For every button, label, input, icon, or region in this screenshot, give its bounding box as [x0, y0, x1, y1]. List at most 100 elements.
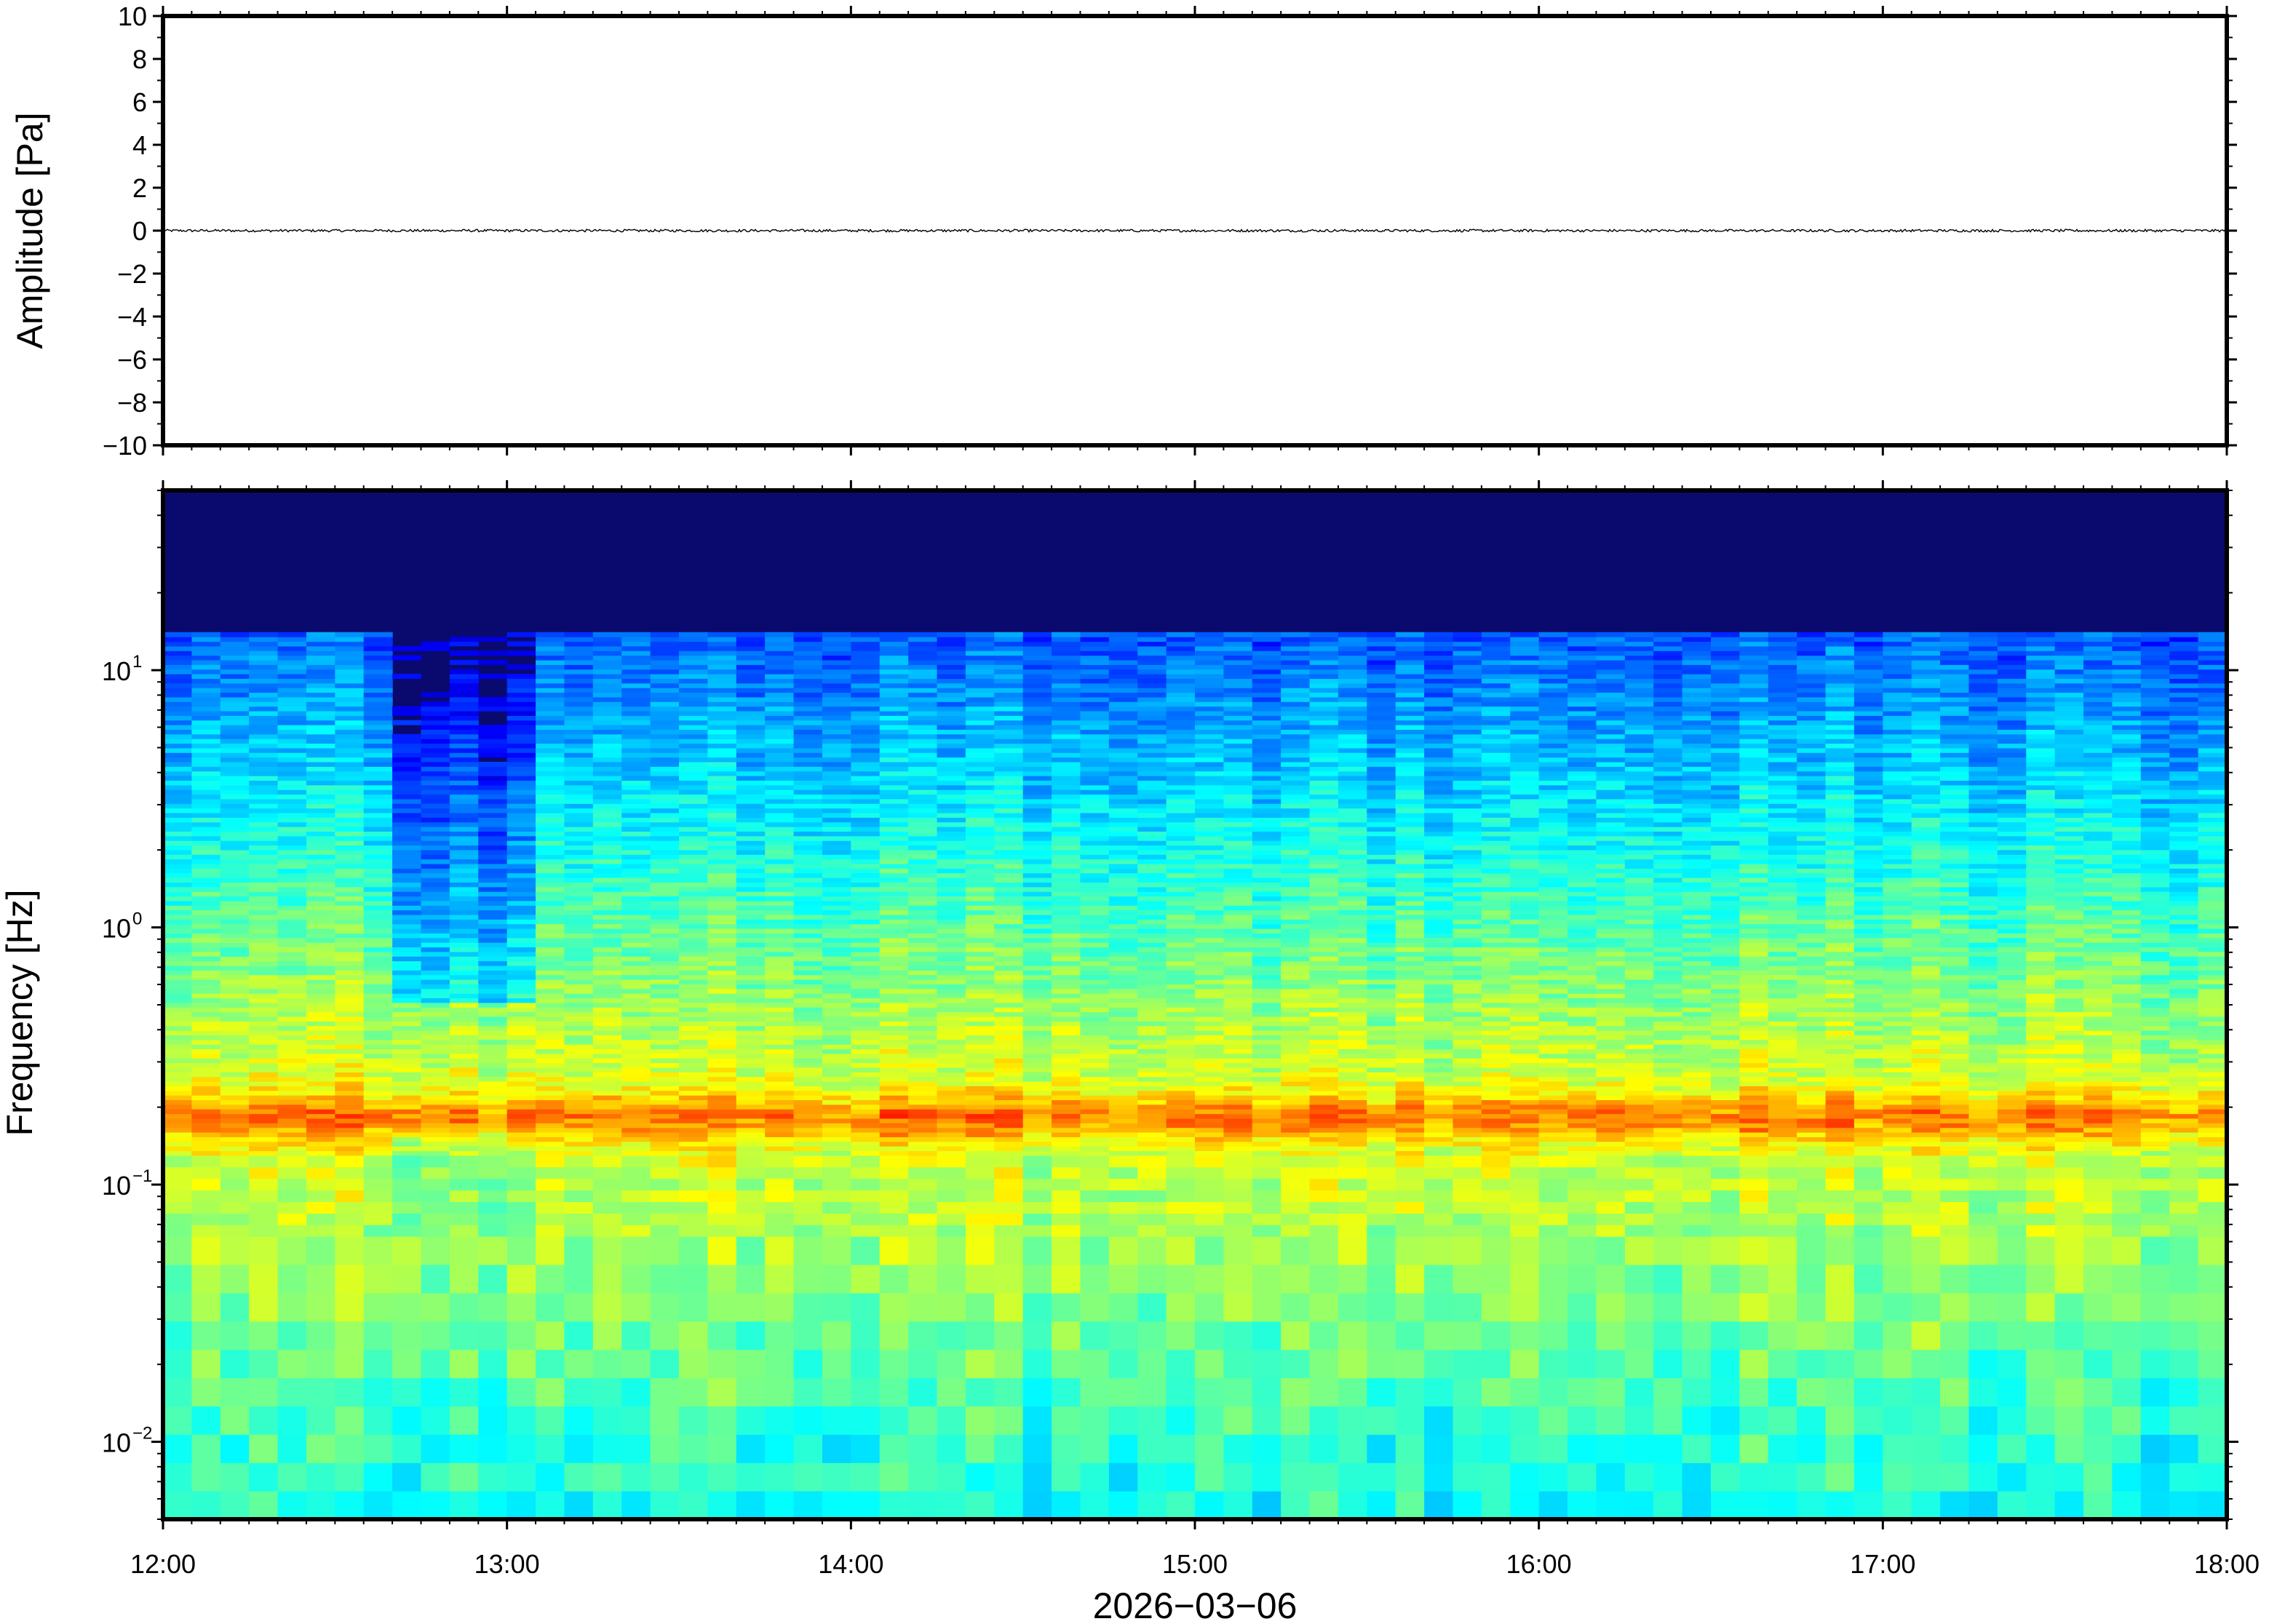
spectrogram-cell [478, 776, 508, 781]
spectrogram-cell [1022, 1007, 1052, 1013]
spectrogram-cell [306, 1141, 335, 1147]
spectrogram-cell [679, 812, 708, 818]
spectrogram-cell [449, 835, 479, 841]
spectrogram-cell [1137, 951, 1167, 957]
spectrogram-cell [506, 789, 536, 795]
spectrogram-cell [478, 784, 508, 790]
spectrogram-cell [736, 1053, 766, 1059]
spectrogram-cell [994, 1076, 1024, 1082]
spectrogram-cell [592, 1201, 622, 1214]
spectrogram-cell [1195, 641, 1224, 647]
spectrogram-cell [1052, 729, 1081, 735]
spectrogram-cell [937, 1137, 966, 1142]
spectrogram-cell [736, 947, 766, 952]
spectrogram-cell [449, 951, 479, 957]
spectrogram-cell [908, 696, 938, 702]
spectrogram-cell [1080, 1127, 1110, 1133]
spectrogram-cell [650, 780, 680, 786]
spectrogram-cell [220, 900, 250, 906]
spectrogram-cell [879, 1113, 909, 1119]
spectrogram-cell [1080, 1109, 1110, 1115]
spectrogram-cell [1166, 794, 1196, 800]
spectrogram-cell [506, 988, 536, 994]
spectrogram-cell [793, 1113, 823, 1119]
spectrogram-cell [478, 1377, 508, 1407]
spectrogram-cell [1022, 784, 1052, 790]
spectrogram-cell [220, 1016, 250, 1022]
spectrogram-cell [449, 928, 479, 934]
spectrogram-cell [478, 1090, 508, 1096]
spectrogram-cell [908, 1011, 938, 1017]
spectrogram-cell [191, 739, 221, 744]
spectrogram-cell [163, 747, 192, 753]
spectrogram-cell [965, 947, 995, 952]
spectrogram-cell [621, 715, 651, 721]
spectrogram-cell [191, 919, 221, 925]
spectrogram-cell [1022, 733, 1052, 739]
spectrogram-cell [478, 1086, 508, 1091]
spectrogram-cell [1166, 970, 1196, 976]
spectrogram-cell [592, 988, 622, 994]
spectrogram-cell [679, 1109, 708, 1115]
spectrogram-cell [220, 1044, 250, 1050]
spectrogram-cell [822, 641, 851, 647]
spectrogram-cell [822, 1349, 851, 1379]
spectrogram-cell [249, 1178, 279, 1191]
spectrogram-cell [994, 1137, 1024, 1142]
spectrogram-cell [679, 682, 708, 688]
spectrogram-cell [937, 1072, 966, 1078]
spectrogram-cell [363, 960, 393, 966]
spectrogram-cell [536, 706, 565, 712]
spectrogram-cell [335, 1201, 365, 1214]
spectrogram-cell [879, 1053, 909, 1059]
spectrogram-cell [707, 845, 737, 851]
spectrogram-cell [650, 733, 680, 739]
spectrogram-cell [851, 937, 881, 943]
spectrogram-cell [822, 821, 851, 827]
spectrogram-cell [449, 1007, 479, 1013]
spectrogram-cell [965, 637, 995, 642]
spectrogram-cell [478, 1146, 508, 1152]
spectrogram-cell [621, 951, 651, 957]
spectrogram-cell [679, 1104, 708, 1110]
spectrogram-cell [621, 743, 651, 749]
spectrogram-cell [335, 1406, 365, 1435]
spectrogram-cell [392, 1236, 422, 1265]
spectrogram-cell [478, 729, 508, 735]
spectrogram-cell [1195, 854, 1224, 860]
spectrogram-cell [421, 1462, 450, 1492]
spectrogram-cell [1195, 896, 1224, 901]
spectrogram-cell [1195, 1190, 1224, 1203]
spectrogram-cell [879, 956, 909, 962]
spectrogram-cell [191, 1072, 221, 1078]
spectrogram-cell [1223, 1113, 1253, 1119]
spectrogram-cell [421, 715, 450, 721]
spectrogram-cell [1166, 868, 1196, 874]
spectrogram-cell [421, 1086, 450, 1091]
spectrogram-cell [392, 1044, 422, 1050]
spectrogram-cell [621, 1178, 651, 1191]
spectrogram-cell [306, 1025, 335, 1031]
spectrogram-cell [1195, 1016, 1224, 1022]
spectrogram-cell [1080, 752, 1110, 758]
spectrogram-cell [277, 933, 307, 939]
spectrogram-cell [506, 863, 536, 869]
spectrogram-cell [1195, 1292, 1224, 1322]
spectrogram-cell [592, 933, 622, 939]
spectrogram-cell [1022, 669, 1052, 674]
spectrogram-cell [879, 803, 909, 809]
spectrogram-cell [536, 835, 565, 841]
spectrogram-cell [421, 891, 450, 897]
spectrogram-cell [965, 1349, 995, 1379]
spectrogram-cell [592, 789, 622, 795]
spectrogram-cell [564, 1021, 594, 1027]
spectrogram-cell [736, 720, 766, 725]
spectrogram-cell [277, 1377, 307, 1407]
spectrogram-cell [965, 1150, 995, 1156]
spectrogram-cell [335, 998, 365, 1003]
spectrogram-cell [1166, 845, 1196, 851]
spectrogram-cell [449, 720, 479, 725]
spectrogram-cell [306, 1058, 335, 1064]
spectrogram-cell [506, 1292, 536, 1322]
spectrogram-cell [363, 891, 393, 897]
